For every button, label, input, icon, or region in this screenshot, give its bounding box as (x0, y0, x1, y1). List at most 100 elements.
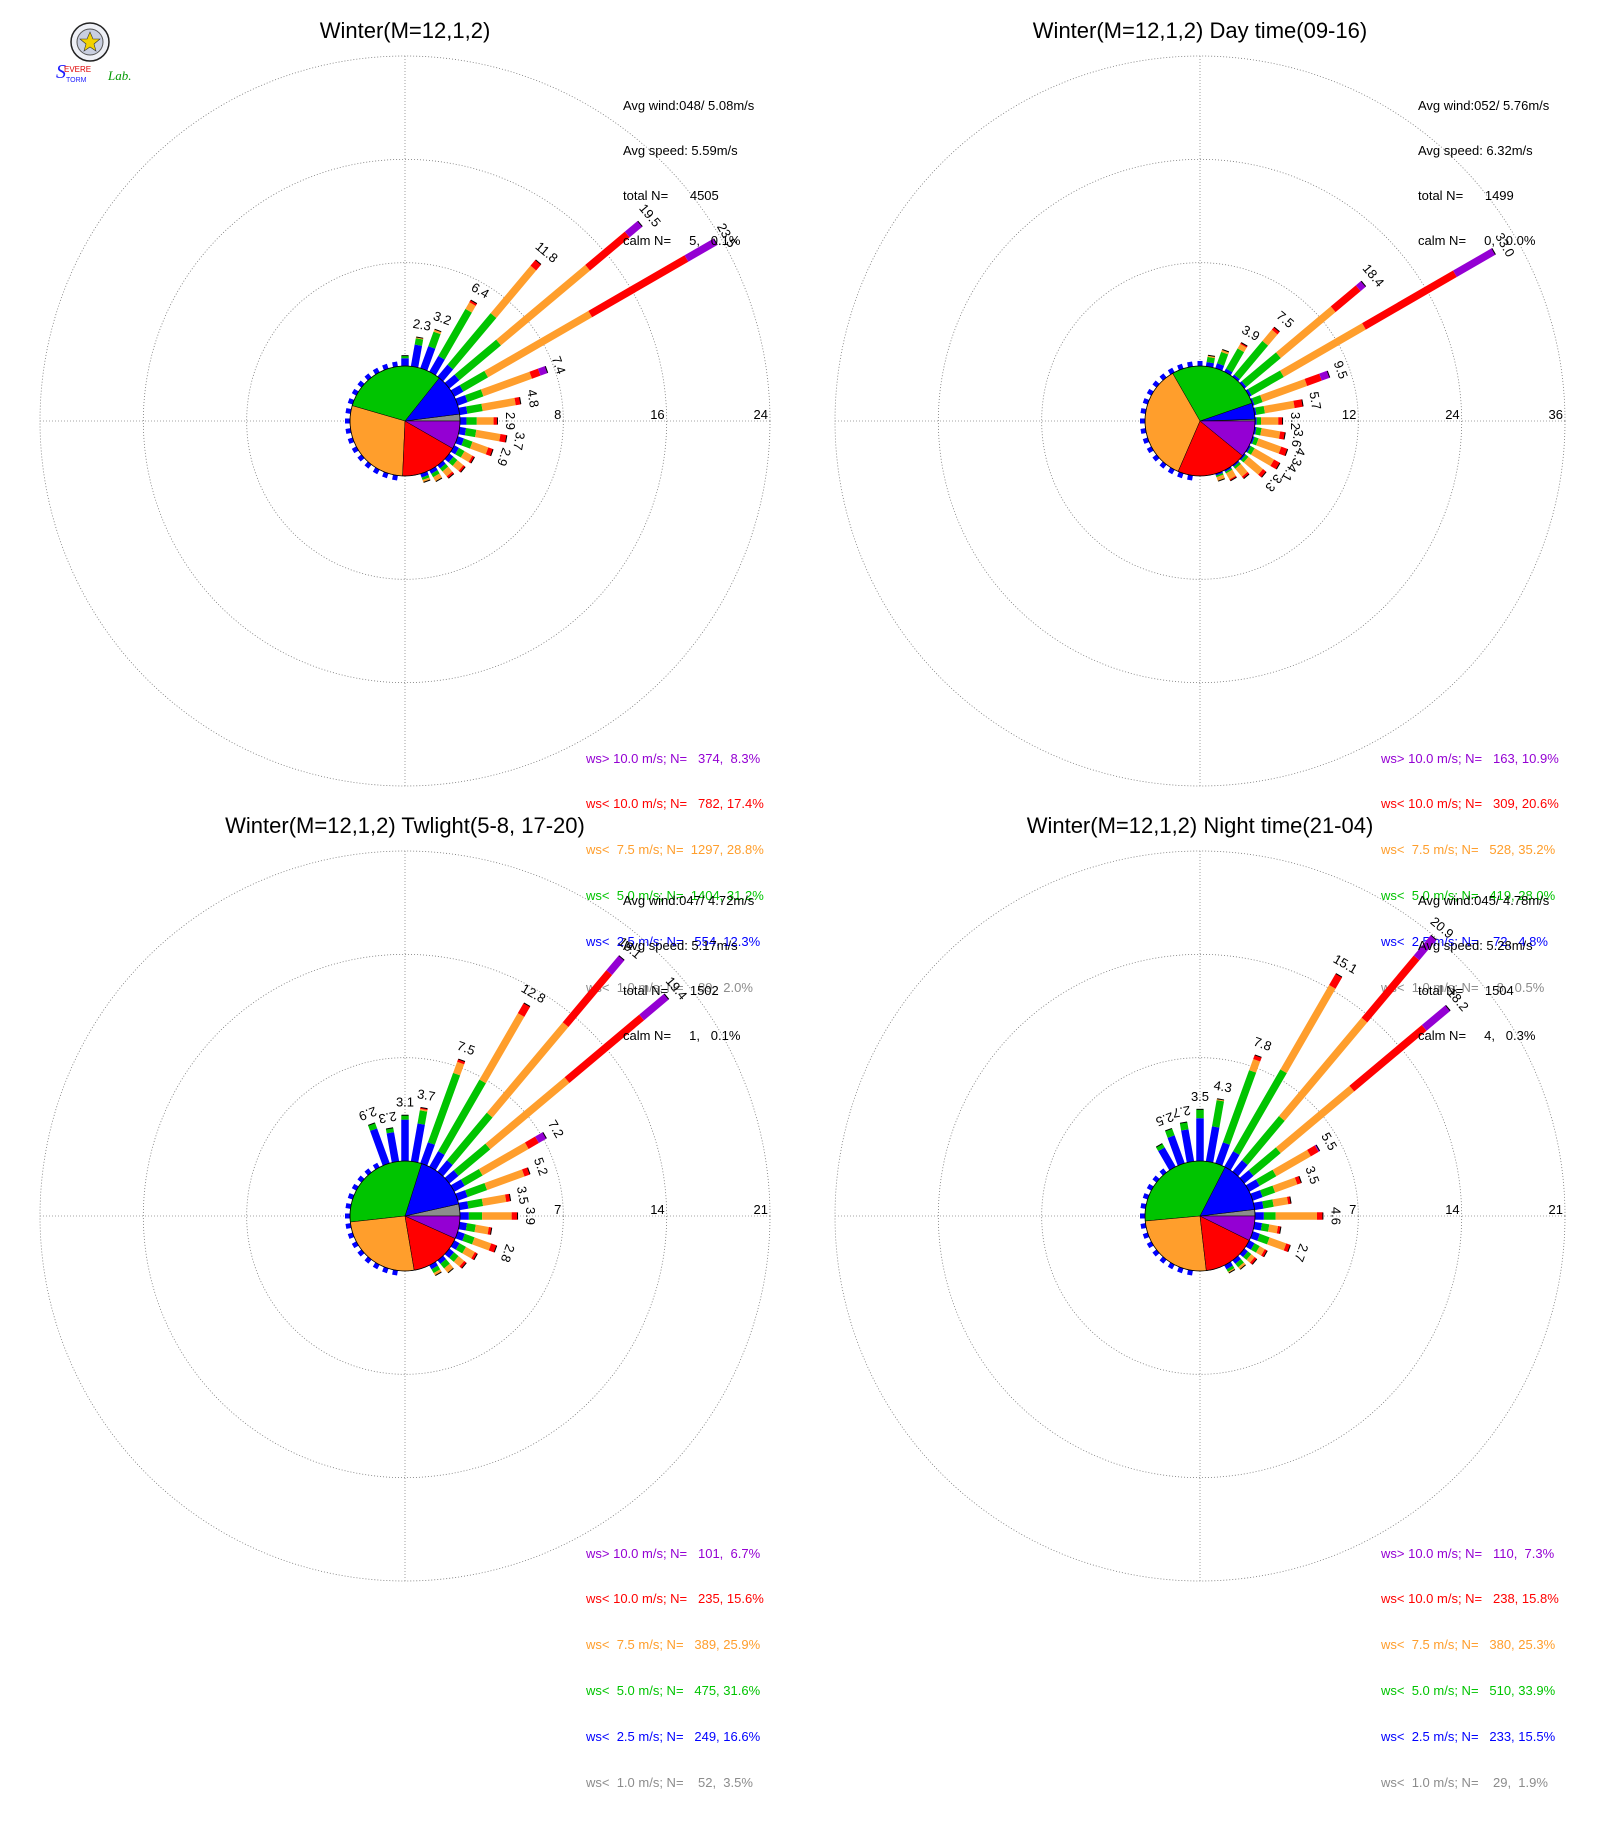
total-n: total N= 1504 (1418, 983, 1549, 998)
petal-segment-lt5 (463, 442, 471, 445)
legend-lt2-5: ws< 2.5 m/s; N= 249, 16.6% (586, 1729, 764, 1744)
petal-segment-gt10 (537, 1135, 545, 1139)
petal-label: 2.9 (357, 1104, 379, 1124)
ring-label: 16 (650, 407, 664, 422)
panel-title: Winter(M=12,1,2) Twlight(5-8, 17-20) (0, 813, 810, 839)
petal-segment-lt7-5 (1284, 987, 1333, 1071)
petal-segment-lt5 (432, 333, 437, 348)
petal-label: 3.9 (523, 1207, 538, 1225)
petal-segment-lt7-5 (1264, 404, 1294, 409)
petal-label: 7.8 (1252, 1034, 1274, 1054)
petal-segment-lt7-5 (457, 1063, 461, 1074)
petal-segment-lt2-5 (1171, 1137, 1181, 1165)
petal-segment-lt7-5 (1229, 472, 1232, 478)
petal-segment-gt10 (1358, 284, 1363, 288)
petal-segment-lt2-5 (424, 347, 432, 369)
petal-segment-lt10 (515, 401, 520, 402)
petal-label: 4.6 (1328, 1207, 1343, 1225)
petal-segment-lt7-5 (1220, 476, 1221, 480)
petal-segment-lt2-5 (424, 1144, 432, 1165)
petal-160 (424, 473, 431, 483)
petal-0 (402, 356, 409, 366)
avg-speed: Avg speed: 5.59m/s (623, 143, 754, 158)
petal-150 (1228, 469, 1237, 481)
petal-segment-lt10 (566, 973, 610, 1025)
petal-segment-lt5 (390, 1128, 391, 1132)
petal-140 (440, 1258, 453, 1273)
petal-minor (384, 365, 386, 370)
petal-minor (1190, 362, 1191, 367)
petal-330 (1156, 1144, 1172, 1169)
petal-minor (1154, 456, 1158, 459)
petal-segment-lt5 (372, 1124, 374, 1130)
petal-150 (1228, 1264, 1235, 1273)
petal-minor (1154, 382, 1158, 385)
legend-lt5: ws< 5.0 m/s; N= 510, 33.9% (1381, 1683, 1559, 1698)
petal-label: 3.2 (1288, 412, 1303, 430)
petal-segment-gt10 (609, 958, 621, 973)
legend-lt10: ws< 10.0 m/s; N= 235, 15.6% (586, 1591, 764, 1606)
petal-minor (395, 475, 396, 480)
legend-lt2-5: ws< 2.5 m/s; N= 233, 15.5% (1381, 1729, 1559, 1744)
stats-box: Avg wind:047/ 4.72m/s Avg speed: 5.17m/s… (623, 863, 754, 1073)
petal-segment-lt5 (1261, 1189, 1273, 1194)
petal-minor (1179, 1268, 1181, 1273)
petal-minor (346, 1206, 351, 1207)
petal-minor (349, 400, 354, 402)
petal-segment-lt7-5 (1258, 1249, 1263, 1252)
petal-segment-lt5 (1216, 1101, 1221, 1127)
petal-segment-lt2-5 (1219, 364, 1221, 369)
petal-label: 7.5 (455, 1038, 477, 1058)
petal-segment-lt2-5 (1235, 1258, 1238, 1261)
legend-lt10: ws< 10.0 m/s; N= 238, 15.8% (1381, 1591, 1559, 1606)
petal-minor (1141, 411, 1146, 412)
petal-90: 3.9 (460, 1207, 538, 1225)
petal-segment-lt7-5 (456, 1259, 462, 1264)
petal-label: 9.5 (1331, 359, 1351, 381)
petal-segment-lt2-5 (459, 410, 467, 411)
petal-minor (395, 1270, 396, 1275)
petal-segment-lt10 (1333, 288, 1358, 309)
petal-segment-lt7-5 (482, 375, 531, 393)
petal-label: 2.9 (494, 446, 514, 468)
petal-segment-lt5 (1230, 1267, 1231, 1270)
stats-box: Avg wind:052/ 5.76m/s Avg speed: 6.32m/s… (1418, 68, 1549, 278)
petal-segment-lt7-5 (1274, 1181, 1296, 1189)
petal-segment-lt5 (458, 1246, 464, 1250)
petal-segment-lt2-5 (459, 1205, 468, 1207)
petal-segment-lt2-5 (1228, 1153, 1237, 1168)
petal-segment-lt2-5 (1242, 1251, 1245, 1254)
petal-label: 2.8 (498, 1242, 518, 1264)
ring-label: 7 (554, 1202, 561, 1217)
petal-segment-lt2-5 (390, 1133, 395, 1162)
speed-legend: ws> 10.0 m/s; N= 101, 6.7% ws< 10.0 m/s;… (586, 1515, 764, 1821)
petal-segment-lt10 (527, 1140, 537, 1146)
petal-segment-lt5 (1246, 1254, 1249, 1257)
petal-segment-lt5 (466, 1187, 485, 1194)
petal-minor (353, 1244, 357, 1247)
petal-segment-lt7-5 (499, 268, 588, 343)
petal-minor (1161, 463, 1164, 467)
stats-box: Avg wind:048/ 5.08m/s Avg speed: 5.59m/s… (623, 68, 754, 278)
petal-segment-lt7-5 (1269, 1228, 1278, 1230)
petal-segment-lt2-5 (1185, 1130, 1191, 1162)
petal-segment-lt10 (531, 372, 539, 375)
ring-label: 14 (650, 1202, 664, 1217)
petal-segment-lt5 (421, 1111, 423, 1124)
petal-minor (366, 463, 369, 467)
petal-segment-lt7-5 (473, 1241, 490, 1247)
petal-segment-lt5 (1253, 399, 1261, 402)
petal-segment-lt5 (418, 339, 419, 345)
petal-segment-lt7-5 (1265, 332, 1274, 343)
petal-segment-lt7-5 (447, 1266, 451, 1271)
petal-segment-lt7-5 (1241, 346, 1244, 350)
petal-90: 2.9 (460, 412, 518, 430)
pie-slice-lt7-5 (1145, 1216, 1206, 1271)
petal-segment-lt7-5 (1257, 442, 1280, 450)
petal-label: 4.3 (1213, 1078, 1233, 1096)
petal-segment-lt2-5 (1235, 1163, 1244, 1174)
petal-segment-lt2-5 (440, 1163, 449, 1174)
petal-minor (375, 469, 378, 473)
petal-segment-lt10 (1296, 1180, 1300, 1182)
petal-150 (433, 1264, 442, 1276)
